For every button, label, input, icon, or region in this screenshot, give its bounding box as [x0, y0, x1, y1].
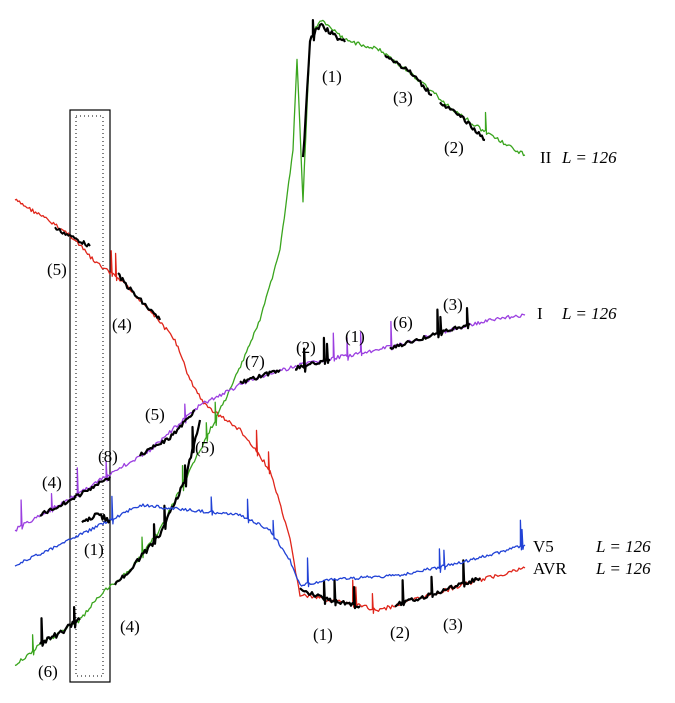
- trace-name: I: [537, 304, 543, 323]
- trace-length: L = 126: [561, 304, 617, 323]
- annotation: (2): [390, 623, 410, 642]
- annotation: (6): [38, 662, 58, 681]
- trace-avr-seg: [117, 272, 162, 321]
- trace-i-seg: [138, 409, 196, 457]
- traces: [14, 19, 526, 667]
- trace-ii-seg: [384, 54, 433, 97]
- trace-i: [14, 313, 526, 532]
- trace-length: L = 126: [561, 148, 617, 167]
- trace-avr-seg: [299, 578, 361, 610]
- annotation: (5): [195, 438, 215, 457]
- trace-v5-seg: [81, 512, 111, 524]
- trace-length: L = 126: [595, 537, 651, 556]
- annotation: (3): [443, 615, 463, 634]
- annotation: (5): [145, 405, 165, 424]
- trace-ii-seg: [301, 19, 346, 158]
- annotation: (2): [444, 138, 464, 157]
- annotation: (4): [112, 315, 132, 334]
- annotation: (7): [245, 352, 265, 371]
- trace-length: L = 126: [595, 559, 651, 578]
- trace-i-seg: [389, 307, 471, 350]
- labels: II L = 126 I L = 126 V5 L = 126 AVR L = 126 (1) (…: [38, 67, 651, 681]
- trace-ii-seg: [439, 101, 486, 142]
- trace-i-seg: [294, 336, 330, 373]
- window-box: [69, 109, 111, 683]
- trace-ii-seg: [114, 419, 202, 586]
- trace-ii-seg: [39, 606, 81, 647]
- annotation: (8): [98, 447, 118, 466]
- trace-ii: [14, 19, 526, 667]
- window-inner: [75, 115, 104, 677]
- trace-v5: [14, 495, 526, 588]
- trace-i-seg: [39, 476, 111, 517]
- trace-name: V5: [533, 537, 554, 556]
- annotation: (1): [313, 625, 333, 644]
- trace-avr-seg: [54, 226, 91, 248]
- annotation: (1): [322, 67, 342, 86]
- annotation: (1): [345, 327, 365, 346]
- annotation: (6): [393, 313, 413, 332]
- annotation: (3): [443, 295, 463, 314]
- annotation: (1): [84, 540, 104, 559]
- trace-name: II: [540, 148, 552, 167]
- annotation: (5): [47, 260, 67, 279]
- annotation: (4): [120, 617, 140, 636]
- trace-name: AVR: [533, 559, 567, 578]
- trace-avr-seg: [394, 559, 481, 608]
- trace-i-seg: [239, 369, 281, 384]
- annotation: (3): [393, 88, 413, 107]
- annotation: (4): [42, 473, 62, 492]
- annotation: (2): [296, 338, 316, 357]
